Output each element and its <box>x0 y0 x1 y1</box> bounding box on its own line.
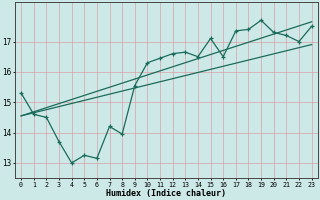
X-axis label: Humidex (Indice chaleur): Humidex (Indice chaleur) <box>106 189 226 198</box>
